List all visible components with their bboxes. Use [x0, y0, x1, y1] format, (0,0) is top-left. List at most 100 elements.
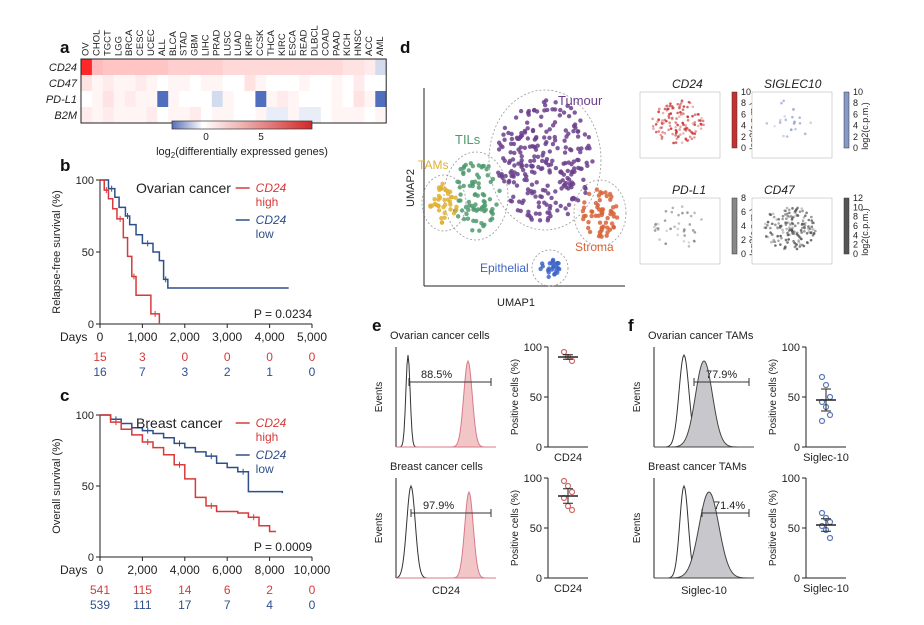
heatmap-cell [91, 59, 104, 76]
stroma-cluster-point [590, 209, 595, 215]
small-umap-point [788, 228, 792, 232]
tumour-cluster-point [532, 154, 537, 159]
tumour-cluster-point [572, 110, 577, 115]
gene-label: CD24 [49, 62, 77, 74]
heatmap-cell [255, 107, 267, 124]
tils-cluster-point [490, 211, 495, 216]
heatmap-cell [299, 107, 311, 124]
small-colorbar-tick: 12 [853, 193, 863, 203]
small-umap-point [684, 137, 688, 141]
tumour-cluster-point [508, 150, 513, 155]
tumour-cluster-point [519, 154, 524, 159]
small-umap-point [664, 209, 668, 213]
heatmap-cell [168, 75, 180, 92]
epithelial-cluster-point [546, 270, 551, 275]
tumour-cluster-point [548, 203, 553, 209]
small-umap-point [766, 224, 769, 227]
tumour-cluster-point [509, 199, 515, 204]
tils-cluster-point [482, 208, 487, 214]
curve-high [100, 414, 276, 533]
tumour-cluster-point [533, 147, 539, 152]
small-colorbar-tick: 6 [853, 221, 858, 231]
stroma-cluster-point [586, 225, 591, 231]
dot-point [568, 357, 576, 365]
small-colorbar [731, 91, 738, 149]
tumour-cluster-point [534, 180, 539, 185]
small-umap-point [688, 129, 691, 132]
small-umap-point [691, 132, 695, 135]
small-umap-point [783, 246, 787, 250]
heatmap-cell [190, 91, 202, 108]
tumour-cluster-point [546, 163, 551, 168]
small-umap-point [773, 124, 776, 128]
small-umap-point [797, 240, 801, 244]
small-umap-point [699, 127, 703, 130]
small-umap-point [678, 128, 681, 131]
risk-low-count: 0 [309, 598, 316, 612]
tams-cluster-point [439, 220, 445, 225]
small-umap-point [809, 121, 812, 125]
tumour-cluster-point [541, 100, 547, 105]
heatmap-cell [81, 91, 93, 108]
heatmap-cell [353, 59, 365, 76]
x-tick-label: 3,000 [212, 330, 242, 344]
tils-cluster-point [475, 207, 481, 212]
small-umap-point [692, 229, 695, 232]
heatmap-cell [179, 91, 191, 108]
heatmap-cell [157, 91, 169, 108]
tumour-cluster-point [558, 107, 563, 113]
tumour-cluster-point [566, 177, 572, 182]
heatmap-cell [222, 75, 234, 92]
small-umap-point [680, 141, 684, 145]
risk-high-count: 0 [224, 350, 231, 364]
small-umap-point [657, 110, 660, 114]
heatmap-cell [222, 107, 234, 124]
small-colorbar-tick: 6 [853, 109, 858, 119]
tumour-cluster-point [509, 136, 515, 142]
curve-low [100, 414, 284, 494]
small-umap-point [792, 215, 796, 219]
small-umap-point [674, 120, 677, 124]
heatmap-cell [255, 59, 267, 76]
small-colorbar-tick: 2 [853, 132, 858, 142]
tams-cluster-point [442, 197, 447, 203]
small-umap-point [669, 227, 672, 231]
small-umap-point [769, 231, 772, 234]
small-umap-point [679, 125, 682, 129]
small-umap-point [669, 102, 672, 105]
small-umap-point [681, 211, 684, 215]
dot-point [826, 518, 834, 526]
cancer-label: PRAD [211, 29, 222, 56]
heatmap-cell [299, 59, 311, 76]
heatmap-cell [364, 75, 376, 92]
tumour-cluster-point [562, 138, 567, 143]
small-umap-point [700, 218, 703, 221]
small-umap-point [789, 128, 793, 131]
small-umap-point [677, 222, 681, 225]
tumour-cluster-point [525, 212, 530, 218]
small-umap-point [701, 119, 705, 123]
heatmap-cell [190, 107, 202, 124]
dot-point [818, 417, 826, 425]
tumour-cluster-point [501, 156, 506, 161]
stroma-cluster-point [605, 230, 610, 235]
small-umap-point [693, 132, 697, 135]
small-umap-point [793, 224, 797, 228]
small-umap-point [775, 218, 778, 221]
risk-high-count: 115 [133, 583, 152, 597]
dot-y-tick-label: 0 [536, 573, 542, 585]
small-umap-point [774, 223, 777, 227]
tumour-cluster-point [575, 157, 580, 163]
small-umap-point [792, 122, 796, 125]
tils-cluster-point [477, 228, 482, 233]
gene-label: B2M [54, 110, 77, 122]
tumour-cluster-point [553, 189, 558, 194]
small-umap-point [784, 213, 787, 216]
small-umap-point [798, 243, 802, 246]
small-umap-point [786, 241, 789, 244]
small-umap-point [803, 132, 807, 136]
small-umap-point [765, 235, 768, 238]
tumour-cluster-point [525, 110, 531, 115]
small-umap-point [651, 117, 654, 121]
tumour-cluster-point [499, 171, 504, 177]
